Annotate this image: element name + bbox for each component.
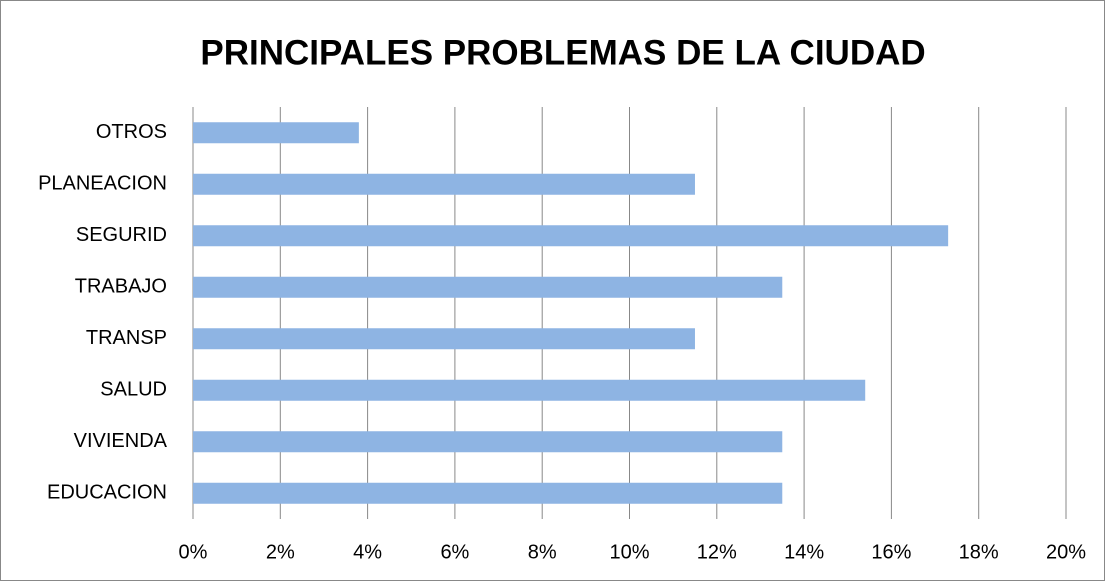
x-tick-label: 16% <box>871 541 911 563</box>
y-tick-label: TRANSP <box>86 327 167 349</box>
y-tick-label: TRABAJO <box>75 276 167 298</box>
bar <box>193 379 866 401</box>
bar <box>193 122 359 144</box>
y-tick-label: PLANEACION <box>38 173 167 195</box>
x-tick-label: 6% <box>440 541 469 563</box>
x-tick-label: 4% <box>353 541 382 563</box>
x-tick-label: 18% <box>959 541 999 563</box>
x-tick-label: 20% <box>1046 541 1086 563</box>
y-tick-label: SALUD <box>100 379 167 401</box>
x-tick-label: 12% <box>697 541 737 563</box>
x-tick-label: 10% <box>609 541 649 563</box>
chart-title: PRINCIPALES PROBLEMAS DE LA CIUDAD <box>200 33 925 72</box>
x-tick-label: 2% <box>266 541 295 563</box>
x-tick-label: 8% <box>528 541 557 563</box>
bar <box>193 328 695 350</box>
bar <box>193 482 783 504</box>
y-tick-label: VIVIENDA <box>74 430 168 452</box>
y-tick-label: EDUCACION <box>47 482 167 504</box>
bar <box>193 276 783 298</box>
y-tick-label: SEGURID <box>76 224 167 246</box>
bar <box>193 173 695 195</box>
x-tick-label: 0% <box>179 541 208 563</box>
bar <box>193 225 949 247</box>
y-tick-label: OTROS <box>96 121 167 143</box>
bar <box>193 431 783 453</box>
x-tick-label: 14% <box>784 541 824 563</box>
